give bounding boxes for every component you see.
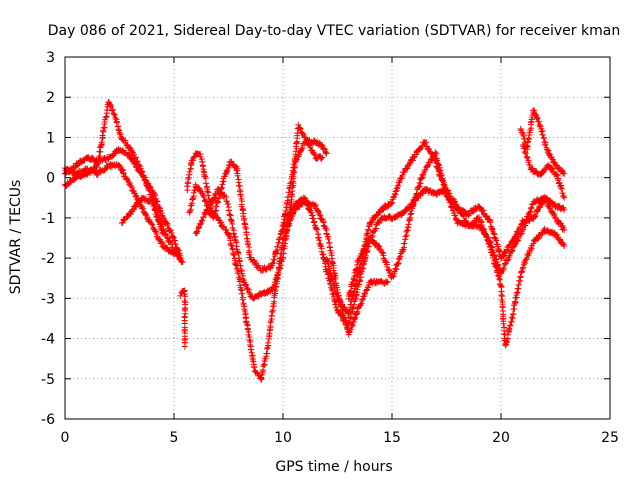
x-tick-label: 15 xyxy=(383,430,401,446)
y-tick-label: 3 xyxy=(46,50,55,66)
x-tick-label: 10 xyxy=(274,430,292,446)
series-track-10 xyxy=(345,149,568,349)
series-track-12 xyxy=(520,142,568,201)
y-tick-label: -6 xyxy=(41,412,55,428)
x-tick-label: 25 xyxy=(601,430,619,446)
series-track-8 xyxy=(279,185,568,331)
x-axis-label: GPS time / hours xyxy=(275,459,392,475)
y-tick-label: -4 xyxy=(41,332,55,348)
series-spike-5.5 xyxy=(177,287,189,350)
y-axis-label: SDTVAR / TECUs xyxy=(8,180,24,295)
series-track-9 xyxy=(323,139,568,317)
x-tick-label: 20 xyxy=(492,430,510,446)
series-track-4 xyxy=(118,194,167,237)
y-tick-label: -1 xyxy=(41,211,55,227)
point-markers-track-11 xyxy=(517,107,568,177)
point-markers-track-8 xyxy=(279,185,568,331)
x-tick-label: 5 xyxy=(170,430,179,446)
x-tick-label: 0 xyxy=(61,430,70,446)
y-tick-label: -2 xyxy=(41,251,55,267)
y-tick-label: 1 xyxy=(46,130,55,146)
y-tick-label: 0 xyxy=(46,171,55,187)
series-track-11 xyxy=(517,107,568,177)
data-points xyxy=(61,99,568,383)
point-markers-track-10 xyxy=(345,149,568,349)
y-tick-label: -5 xyxy=(41,372,55,388)
point-markers-track-12 xyxy=(520,142,568,201)
plot-frame xyxy=(64,56,611,420)
point-markers-track-9 xyxy=(323,139,568,317)
point-markers-spike-5.5 xyxy=(177,287,189,350)
y-tick-label: -3 xyxy=(41,291,55,307)
y-tick-label: 2 xyxy=(46,90,55,106)
chart-title: Day 086 of 2021, Sidereal Day-to-day VTE… xyxy=(48,23,620,39)
tick-labels: 0 5 10 15 20 25 -6 -5 -4 -3 -2 -1 0 1 2 3 xyxy=(41,50,619,446)
point-markers-track-4 xyxy=(118,194,167,237)
